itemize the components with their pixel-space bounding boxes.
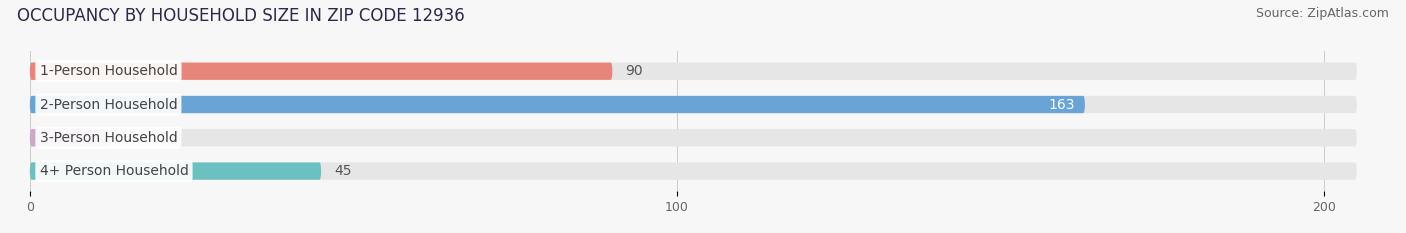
Text: 1-Person Household: 1-Person Household bbox=[39, 64, 177, 78]
Text: 3-Person Household: 3-Person Household bbox=[39, 131, 177, 145]
FancyBboxPatch shape bbox=[30, 129, 1357, 147]
FancyBboxPatch shape bbox=[30, 162, 1357, 180]
Text: 90: 90 bbox=[626, 64, 643, 78]
Text: 2-Person Household: 2-Person Household bbox=[39, 98, 177, 112]
Text: OCCUPANCY BY HOUSEHOLD SIZE IN ZIP CODE 12936: OCCUPANCY BY HOUSEHOLD SIZE IN ZIP CODE … bbox=[17, 7, 464, 25]
FancyBboxPatch shape bbox=[30, 96, 1085, 113]
FancyBboxPatch shape bbox=[30, 162, 321, 180]
Text: 12: 12 bbox=[121, 131, 138, 145]
Text: 45: 45 bbox=[335, 164, 352, 178]
Text: Source: ZipAtlas.com: Source: ZipAtlas.com bbox=[1256, 7, 1389, 20]
Text: 163: 163 bbox=[1049, 98, 1076, 112]
FancyBboxPatch shape bbox=[30, 63, 1357, 80]
FancyBboxPatch shape bbox=[30, 129, 107, 147]
FancyBboxPatch shape bbox=[30, 63, 613, 80]
FancyBboxPatch shape bbox=[30, 96, 1357, 113]
Text: 4+ Person Household: 4+ Person Household bbox=[39, 164, 188, 178]
